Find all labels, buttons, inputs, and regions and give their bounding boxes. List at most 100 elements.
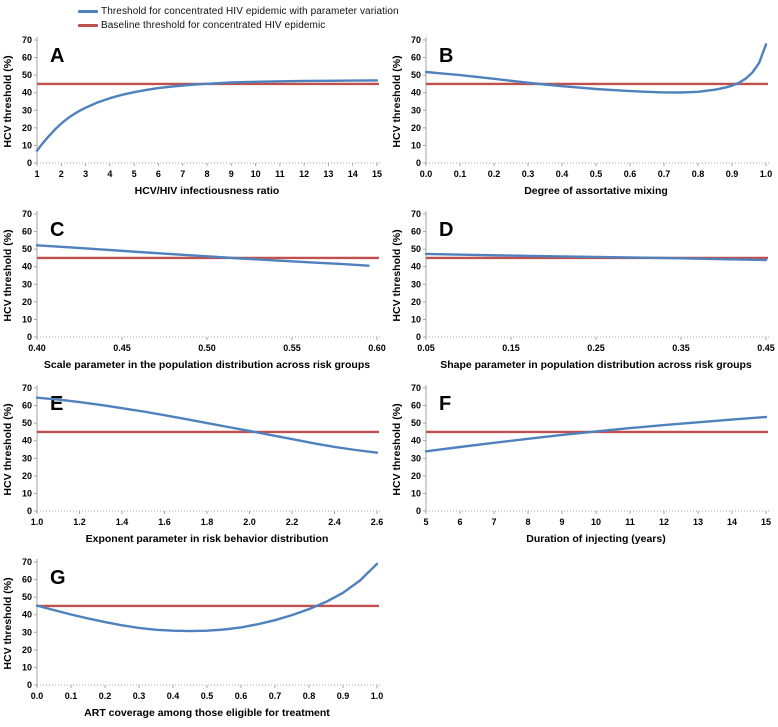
x-tick-label: 0.50 — [198, 343, 216, 353]
y-tick-label: 70 — [22, 557, 32, 567]
panel-C-chart: 0 10 20 30 40 50 60 70 0.40 0.45 0.50 0.55 0.60 HCV t… — [2, 209, 386, 371]
y-tick-label: 60 — [411, 227, 421, 237]
x-tick-label: 0.05 — [417, 343, 435, 353]
y-axis-title: HCV threshold (%) — [391, 55, 403, 147]
y-tick-label: 30 — [411, 105, 421, 115]
y-tick-label: 70 — [411, 209, 421, 219]
y-tick-label: 20 — [411, 471, 421, 481]
variation-line — [424, 43, 768, 94]
y-tick-label: 20 — [22, 471, 32, 481]
x-tick-label: 0.3 — [133, 691, 146, 701]
y-tick-label: 60 — [411, 53, 421, 63]
y-tick-label: 60 — [22, 53, 32, 63]
y-tick-label: 40 — [411, 436, 421, 446]
y-tick-label: 0 — [416, 158, 421, 168]
y-tick-label: 50 — [22, 244, 32, 254]
y-tick-label: 60 — [22, 575, 32, 585]
y-axis-title: HCV threshold (%) — [391, 403, 403, 495]
y-tick-label: 0 — [27, 332, 32, 342]
y-tick-label: 60 — [22, 227, 32, 237]
x-tick-label: 0.4 — [167, 691, 180, 701]
panel-F-chart: 0 10 20 30 40 50 60 70 5 6 7 8 9 10 11 12 13 14 15 HCV thre… — [391, 383, 771, 545]
panel-B-chart: 0 10 20 30 40 50 60 70 0.0 0.1 0.2 0.3 0.4 0.5 0.6 0.7 0… — [391, 35, 772, 197]
x-tick-label: 8 — [204, 169, 209, 179]
y-tick-label: 20 — [22, 645, 32, 655]
variation-line — [424, 252, 768, 262]
y-tick-label: 10 — [22, 662, 32, 672]
y-tick-label: 20 — [22, 123, 32, 133]
x-tick-label: 0.1 — [65, 691, 78, 701]
variation-line — [35, 562, 379, 633]
variation-line — [35, 244, 370, 267]
y-tick-label: 40 — [22, 88, 32, 98]
x-tick-label: 0.5 — [590, 169, 603, 179]
x-tick-label: 0.2 — [488, 169, 501, 179]
x-tick-label: 3 — [83, 169, 88, 179]
x-tick-label: 1.4 — [116, 517, 129, 527]
x-tick-label: 15 — [372, 169, 382, 179]
panel-label: G — [50, 567, 66, 589]
y-tick-label: 50 — [411, 70, 421, 80]
y-axis-title: HCV threshold (%) — [2, 55, 14, 147]
panel-G-chart: 0 10 20 30 40 50 60 70 0.0 0.1 0.2 0.3 0.4 0.5 0.6 0.7 0… — [2, 557, 383, 719]
y-tick-label: 50 — [411, 418, 421, 428]
y-axis-title: HCV threshold (%) — [2, 403, 14, 495]
x-tick-label: 13 — [693, 517, 703, 527]
variation-line — [424, 415, 768, 453]
y-tick-label: 40 — [411, 88, 421, 98]
y-tick-label: 10 — [22, 488, 32, 498]
panel-label: E — [50, 393, 63, 415]
legend-label-baseline: Baseline threshold for concentrated HIV … — [101, 19, 326, 31]
panel-E-chart: 0 10 20 30 40 50 60 70 1.0 1.2 1.4 1.6 1.8 2.0 2.2 2.4 2… — [2, 383, 383, 545]
x-tick-label: 9 — [229, 169, 234, 179]
y-tick-label: 10 — [411, 140, 421, 150]
x-tick-label: 6 — [457, 517, 462, 527]
x-tick-label: 1.8 — [201, 517, 214, 527]
y-tick-label: 50 — [22, 70, 32, 80]
x-tick-label: 7 — [491, 517, 496, 527]
y-tick-label: 30 — [22, 105, 32, 115]
x-tick-label: 15 — [761, 517, 771, 527]
x-tick-label: 0.15 — [502, 343, 520, 353]
x-tick-label: 0.5 — [201, 691, 214, 701]
variation-line — [35, 396, 379, 454]
y-tick-label: 30 — [22, 627, 32, 637]
x-tick-label: 7 — [180, 169, 185, 179]
x-axis-title: Shape parameter in population distributi… — [440, 359, 752, 371]
y-tick-label: 70 — [22, 209, 32, 219]
x-tick-label: 0.7 — [269, 691, 282, 701]
x-tick-label: 9 — [559, 517, 564, 527]
x-tick-label: 2 — [59, 169, 64, 179]
y-tick-label: 40 — [22, 436, 32, 446]
y-tick-label: 0 — [416, 332, 421, 342]
x-tick-label: 14 — [348, 169, 358, 179]
y-tick-label: 50 — [411, 244, 421, 254]
panel-label: B — [439, 45, 453, 67]
x-axis-title: ART coverage among those eligible for tr… — [84, 707, 330, 719]
panel-label: D — [439, 219, 453, 241]
x-tick-label: 13 — [323, 169, 333, 179]
x-tick-label: 12 — [659, 517, 669, 527]
panels-grid: 0 10 20 30 40 50 60 70 1 2 3 4 5 6 7 8 9 10 11 12 13 14 15 HCV … — [0, 32, 778, 727]
y-tick-label: 40 — [22, 262, 32, 272]
x-tick-label: 8 — [525, 517, 530, 527]
x-tick-label: 1 — [34, 169, 39, 179]
x-tick-label: 0.0 — [31, 691, 44, 701]
y-tick-label: 30 — [22, 279, 32, 289]
x-tick-label: 6 — [156, 169, 161, 179]
chart-legend: Threshold for concentrated HIV epidemic … — [0, 0, 778, 32]
x-tick-label: 10 — [591, 517, 601, 527]
y-tick-label: 0 — [416, 506, 421, 516]
y-tick-label: 70 — [22, 35, 32, 45]
y-tick-label: 0 — [27, 506, 32, 516]
variation-line — [35, 79, 379, 152]
y-tick-label: 60 — [411, 401, 421, 411]
x-tick-label: 0.0 — [420, 169, 433, 179]
y-axis-title: HCV threshold (%) — [391, 229, 403, 321]
y-tick-label: 20 — [411, 297, 421, 307]
x-tick-label: 5 — [132, 169, 137, 179]
panel-label: F — [439, 393, 451, 415]
x-tick-label: 4 — [107, 169, 112, 179]
